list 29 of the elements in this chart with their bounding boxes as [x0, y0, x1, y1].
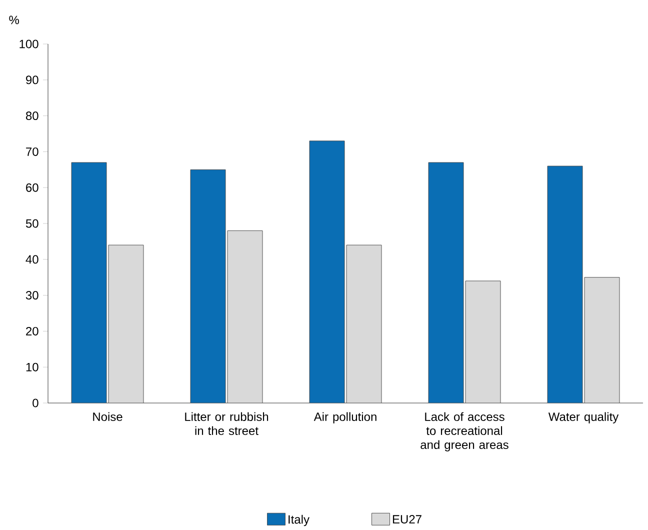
y-axis-title: % — [9, 16, 19, 24]
bar — [584, 277, 620, 403]
bar — [190, 169, 226, 403]
x-tick-label: Air pollution — [314, 412, 376, 424]
bar — [71, 162, 107, 403]
bar — [309, 140, 345, 403]
bar — [108, 244, 144, 403]
x-tick-label: Water quality — [548, 412, 619, 424]
y-tick-label: 90 — [26, 76, 38, 84]
legend-label: EU27 — [392, 515, 422, 524]
y-tick-label: 20 — [26, 326, 38, 336]
y-tick-label: 50 — [26, 219, 38, 228]
x-tick-label: Lack of access to recreational and green areas — [420, 412, 508, 452]
bar — [465, 280, 501, 403]
y-tick-label: 30 — [26, 291, 38, 300]
y-tick-label: 70 — [26, 147, 38, 156]
legend-label: Italy — [288, 514, 310, 526]
bar — [428, 162, 464, 403]
x-tick-label: Litter or rubbish in the street — [185, 412, 268, 436]
x-tick-label: Noise — [93, 412, 122, 422]
y-tick-label: 0 — [32, 398, 38, 408]
bar — [346, 244, 382, 403]
bar — [227, 230, 263, 403]
y-tick-label: 80 — [26, 112, 38, 120]
y-tick-label: 60 — [26, 183, 38, 192]
y-tick-label: 40 — [26, 255, 38, 264]
y-tick-label: 10 — [26, 362, 38, 372]
bar — [547, 166, 583, 403]
y-tick-label: 100 — [20, 40, 38, 48]
